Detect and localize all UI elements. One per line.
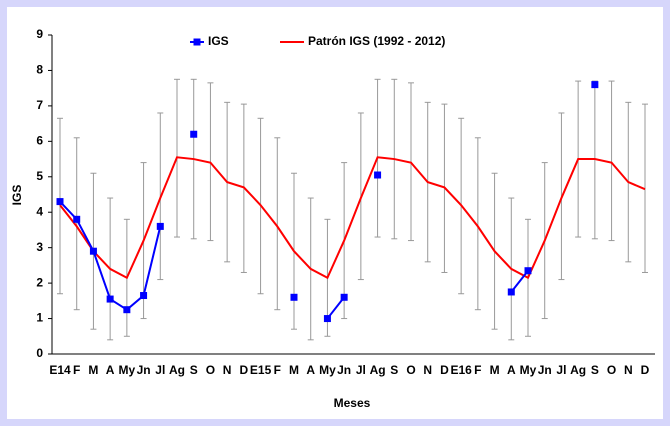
- x-tick-label: S: [591, 363, 599, 377]
- marker: [507, 288, 515, 296]
- marker: [591, 81, 599, 89]
- x-tick-label: F: [274, 363, 281, 377]
- marker: [123, 306, 131, 314]
- y-tick-label: 3: [36, 240, 43, 254]
- x-tick-label: S: [390, 363, 398, 377]
- marker: [156, 222, 164, 230]
- x-tick-label: D: [240, 363, 249, 377]
- y-axis-label: IGS: [10, 185, 24, 206]
- x-tick-label: My: [319, 363, 336, 377]
- x-axis-label: Meses: [334, 396, 371, 410]
- marker: [89, 247, 97, 255]
- x-tick-label: M: [289, 363, 299, 377]
- series-line: [59, 156, 646, 280]
- x-tick-label: Jl: [356, 363, 366, 377]
- x-tick-label: Jn: [137, 363, 151, 377]
- x-tick-label: Jl: [155, 363, 165, 377]
- marker: [374, 171, 382, 179]
- plot-background: [7, 7, 663, 419]
- marker: [190, 130, 198, 138]
- marker: [56, 198, 64, 206]
- x-tick-label: My: [520, 363, 537, 377]
- y-tick-label: 6: [36, 134, 43, 148]
- marker: [140, 292, 148, 300]
- y-tick-label: 5: [36, 169, 43, 183]
- y-tick-label: 4: [36, 204, 43, 218]
- x-tick-label: A: [106, 363, 115, 377]
- x-tick-label: O: [607, 363, 616, 377]
- marker: [340, 293, 348, 301]
- y-tick-label: 0: [36, 346, 43, 360]
- marker: [73, 215, 81, 223]
- marker: [524, 267, 532, 275]
- marker: [106, 295, 114, 303]
- x-tick-label: F: [474, 363, 481, 377]
- x-tick-label: E16: [450, 363, 472, 377]
- y-tick-label: 7: [36, 98, 43, 112]
- x-tick-label: My: [119, 363, 136, 377]
- y-tick-label: 8: [36, 63, 43, 77]
- x-tick-label: S: [190, 363, 198, 377]
- legend-label: Patrón IGS (1992 - 2012): [308, 34, 445, 48]
- x-tick-label: F: [73, 363, 80, 377]
- x-tick-label: N: [423, 363, 432, 377]
- x-tick-label: E14: [49, 363, 71, 377]
- marker: [323, 315, 331, 323]
- x-tick-label: Ag: [169, 363, 185, 377]
- x-tick-label: A: [507, 363, 516, 377]
- x-tick-label: D: [440, 363, 449, 377]
- x-tick-label: D: [641, 363, 650, 377]
- x-tick-label: M: [88, 363, 98, 377]
- x-tick-label: O: [406, 363, 415, 377]
- y-tick-label: 2: [36, 275, 43, 289]
- y-tick-label: 9: [36, 27, 43, 41]
- x-tick-label: Ag: [370, 363, 386, 377]
- x-tick-label: Jn: [538, 363, 552, 377]
- x-tick-label: N: [223, 363, 232, 377]
- x-tick-label: O: [206, 363, 215, 377]
- x-tick-label: Jl: [556, 363, 566, 377]
- x-tick-label: Ag: [570, 363, 586, 377]
- x-tick-label: N: [624, 363, 633, 377]
- legend-label: IGS: [208, 34, 229, 48]
- y-tick-label: 1: [36, 311, 43, 325]
- x-tick-label: Jn: [337, 363, 351, 377]
- x-tick-label: A: [306, 363, 315, 377]
- x-tick-label: E15: [250, 363, 272, 377]
- legend-marker: [193, 38, 201, 46]
- x-tick-label: M: [490, 363, 500, 377]
- marker: [290, 293, 298, 301]
